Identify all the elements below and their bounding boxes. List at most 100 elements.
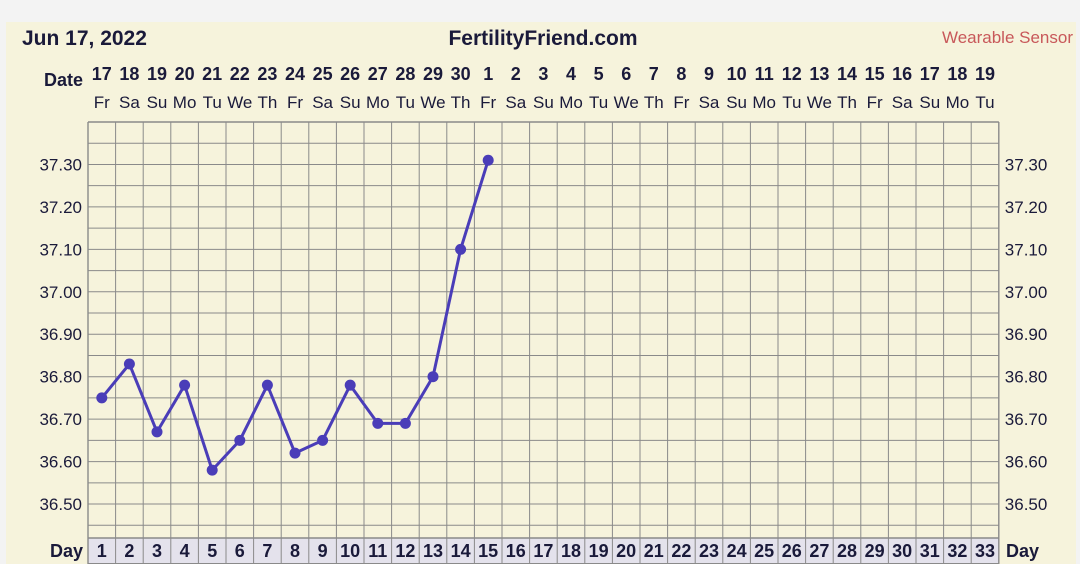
cycle-day-label: 13 <box>423 541 443 561</box>
date-label: 4 <box>566 64 576 84</box>
cycle-day-label: 21 <box>644 541 664 561</box>
weekday-label: Mo <box>752 93 776 112</box>
weekday-label: We <box>420 93 445 112</box>
y-tick-label-right: 37.30 <box>1005 155 1048 174</box>
weekday-label: Fr <box>867 93 883 112</box>
weekday-label: Sa <box>312 93 333 112</box>
cycle-day-label: 29 <box>865 541 885 561</box>
weekday-label: Mo <box>946 93 970 112</box>
y-tick-label-left: 37.00 <box>39 283 82 302</box>
temperature-point[interactable] <box>206 464 218 476</box>
weekday-label: Fr <box>673 93 689 112</box>
temperature-point[interactable] <box>234 434 246 446</box>
weekday-label: Su <box>726 93 747 112</box>
weekday-label: We <box>614 93 639 112</box>
weekday-label: Sa <box>119 93 140 112</box>
temperature-point[interactable] <box>151 426 163 438</box>
y-tick-label-left: 36.90 <box>39 325 82 344</box>
cycle-day-label: 12 <box>395 541 415 561</box>
date-label: 9 <box>704 64 714 84</box>
temperature-point[interactable] <box>179 379 191 391</box>
temperature-point[interactable] <box>482 154 494 166</box>
cycle-day-label: 28 <box>837 541 857 561</box>
weekday-label: Fr <box>287 93 303 112</box>
site-title: FertilityFriend.com <box>448 27 637 50</box>
temperature-point[interactable] <box>96 392 108 404</box>
cycle-day-label: 20 <box>616 541 636 561</box>
y-tick-label-left: 37.10 <box>39 240 82 259</box>
date-label: 24 <box>285 64 305 84</box>
temperature-point[interactable] <box>372 417 384 429</box>
weekday-label: Mo <box>173 93 197 112</box>
date-label: 12 <box>782 64 802 84</box>
cycle-day-label: 14 <box>451 541 471 561</box>
y-tick-label-right: 36.50 <box>1005 495 1048 514</box>
weekday-label: Tu <box>203 93 222 112</box>
weekday-label: Su <box>919 93 940 112</box>
weekday-label: Th <box>837 93 857 112</box>
date-label: 15 <box>865 64 885 84</box>
date-label: 27 <box>368 64 388 84</box>
date-label: 5 <box>594 64 604 84</box>
weekday-label: Tu <box>589 93 608 112</box>
date-label: 20 <box>175 64 195 84</box>
y-tick-label-left: 37.30 <box>39 155 82 174</box>
temperature-point[interactable] <box>427 371 439 383</box>
cycle-day-label: 16 <box>506 541 526 561</box>
date-label: 11 <box>755 64 774 84</box>
y-tick-label-left: 36.50 <box>39 495 82 514</box>
date-label: 18 <box>947 64 967 84</box>
temperature-point[interactable] <box>399 417 411 429</box>
cycle-day-label: 25 <box>754 541 774 561</box>
day-row-background <box>88 538 999 564</box>
date-label: 25 <box>313 64 333 84</box>
temperature-point[interactable] <box>123 358 135 370</box>
cycle-day-label: 31 <box>920 541 940 561</box>
weekday-label: Su <box>147 93 168 112</box>
date-label: 6 <box>621 64 631 84</box>
date-label: 8 <box>676 64 686 84</box>
cycle-day-label: 15 <box>478 541 498 561</box>
y-tick-label-right: 37.20 <box>1005 198 1048 217</box>
weekday-label: We <box>227 93 252 112</box>
cycle-day-label: 33 <box>975 541 995 561</box>
date-label: 19 <box>147 64 167 84</box>
y-tick-label-left: 36.60 <box>39 453 82 472</box>
cycle-day-label: 26 <box>782 541 802 561</box>
cycle-day-label: 22 <box>671 541 691 561</box>
sensor-label: Wearable Sensor <box>942 28 1073 47</box>
temperature-point[interactable] <box>289 447 301 459</box>
y-tick-label-right: 37.00 <box>1005 283 1048 302</box>
cycle-day-label: 3 <box>152 541 162 561</box>
weekday-label: Tu <box>782 93 801 112</box>
y-tick-label-right: 36.80 <box>1005 368 1048 387</box>
weekday-label: Sa <box>892 93 913 112</box>
weekday-label: Sa <box>699 93 720 112</box>
weekday-label: Tu <box>975 93 994 112</box>
cycle-day-label: 7 <box>262 541 272 561</box>
y-tick-label-left: 36.70 <box>39 410 82 429</box>
date-label: 22 <box>230 64 250 84</box>
day-row-label-right: Day <box>1006 541 1039 561</box>
day-row-label: Day <box>50 541 83 561</box>
chart-date: Jun 17, 2022 <box>22 27 147 50</box>
cycle-day-label: 1 <box>97 541 107 561</box>
date-label: 29 <box>423 64 443 84</box>
date-label: 2 <box>511 64 521 84</box>
temperature-point[interactable] <box>344 379 356 391</box>
temperature-point[interactable] <box>455 243 467 255</box>
date-label: 10 <box>727 64 747 84</box>
weekday-label: We <box>807 93 832 112</box>
chart-background <box>6 22 1076 564</box>
date-label: 30 <box>451 64 471 84</box>
temperature-point[interactable] <box>317 434 329 446</box>
cycle-day-label: 23 <box>699 541 719 561</box>
cycle-day-label: 10 <box>340 541 360 561</box>
cycle-day-label: 30 <box>892 541 912 561</box>
date-label: 16 <box>892 64 912 84</box>
temperature-point[interactable] <box>261 379 273 391</box>
cycle-day-label: 19 <box>589 541 609 561</box>
date-label: 3 <box>538 64 548 84</box>
date-label: 21 <box>202 64 222 84</box>
